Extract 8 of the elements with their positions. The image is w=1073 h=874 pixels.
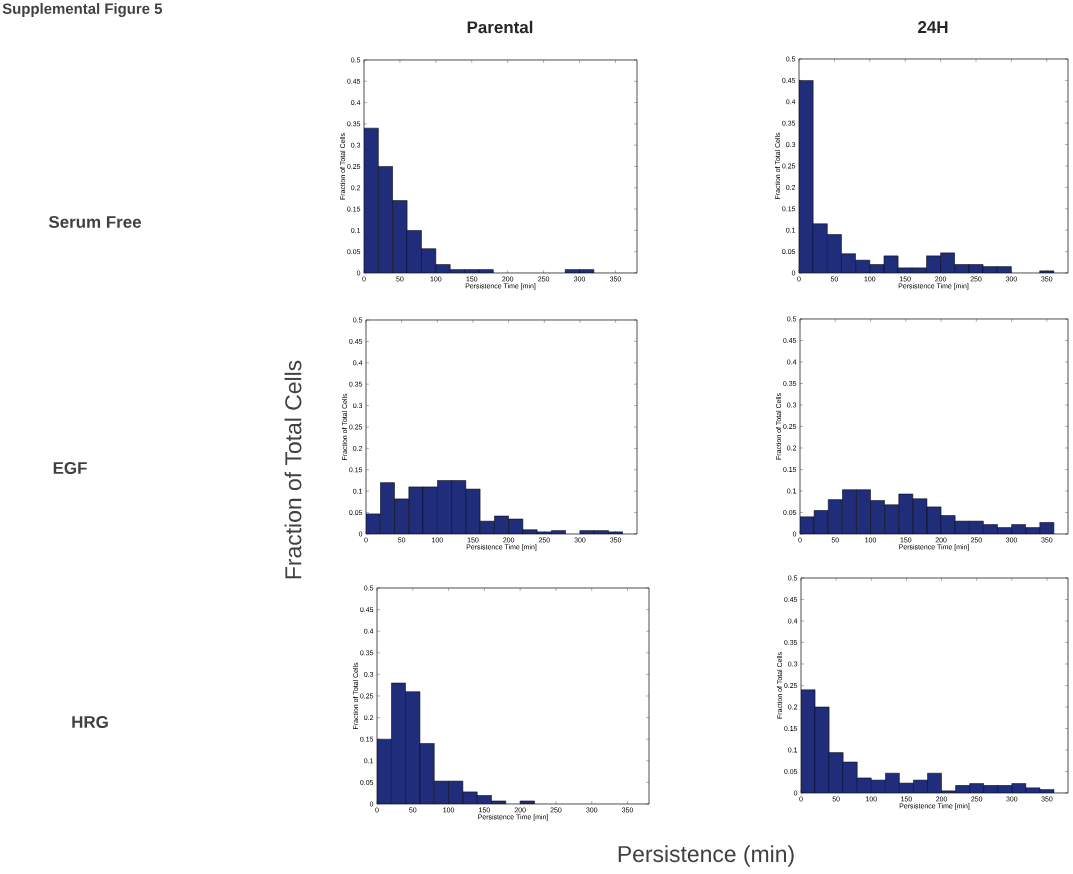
text: Supplemental Figure 5 [2,2,163,17]
chart-title: 24H [918,21,948,33]
chart-title: Parental [467,20,533,34]
text: HRG [72,715,108,728]
text: Persistence (min) [618,845,794,867]
text: Fraction of Total Cells [284,360,302,579]
text: EGF [53,461,87,474]
text: Serum Free [48,215,142,228]
